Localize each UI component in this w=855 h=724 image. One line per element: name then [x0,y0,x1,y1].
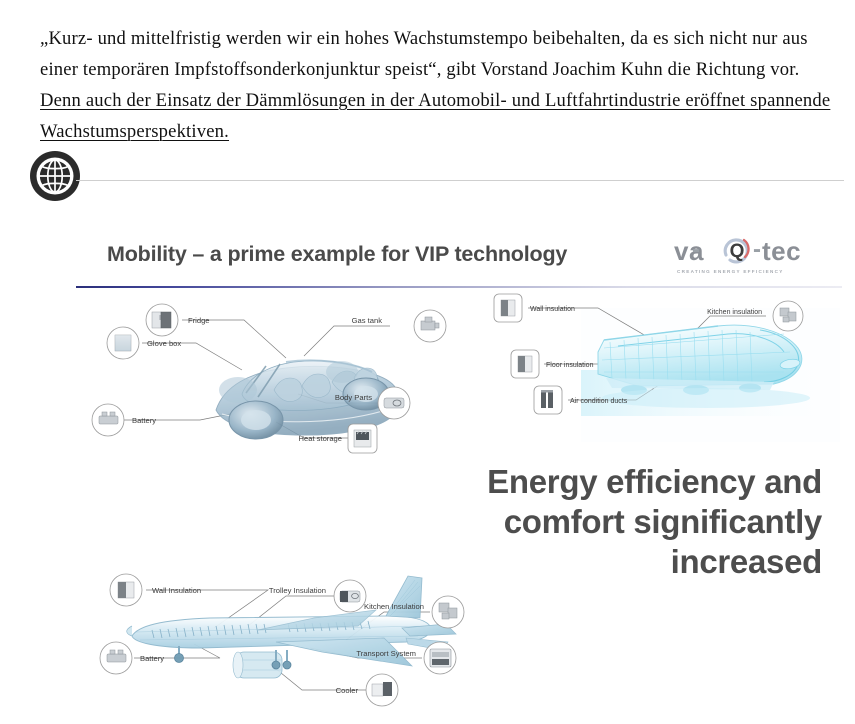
presentation-slide: Mobility – a prime example for VIP techn… [76,214,842,722]
diagram-car: Fridge Glove box Gas tank [90,298,480,458]
callout-glove-box: Glove box [106,326,181,360]
body-parts-icon [383,397,405,409]
headline-line-2: comfort significantly [503,503,823,540]
slide-accent-rule [76,286,842,288]
callout-kitchen-insulation: Kitchen Insulation [364,595,465,629]
callout-floor-insulation: Floor insulation [510,349,594,379]
callout-trolley-insulation: Trolley Insulation [269,579,367,613]
callout-label: Trolley Insulation [269,586,326,595]
logo-mark: va - Q - tec [674,236,816,268]
plane-engine [232,651,283,679]
slide-title: Mobility – a prime example for VIP techn… [107,242,568,266]
callout-label: Floor insulation [546,362,594,369]
wall-insulation-icon [500,299,516,317]
floor-insulation-icon [517,355,533,373]
logo-text-left: va [674,236,704,266]
transport-system-icon [429,648,452,668]
kitchen-insulation-icon [779,307,797,323]
meta-divider [76,180,844,181]
callout-transport-system: Transport System [356,641,457,675]
logo-tagline: CREATING ENERGY EFFICIENCY [677,269,784,274]
logo-q-letter: Q [730,241,745,262]
plane-tail-fin [385,575,423,619]
callout-label: Transport System [356,649,416,658]
callout-gas-tank: Gas tank [352,309,447,343]
logo-q-mark: Q [720,233,754,267]
diagram-train: Wall insulation Floor insulation [478,290,840,442]
callout-label: Battery [140,654,164,663]
callout-label: Heat storage [299,434,342,443]
callout-battery: Battery [99,641,164,675]
callout-label: Body Parts [335,393,372,402]
article-block: „Kurz- und mittelfristig werden wir ein … [40,4,835,165]
callout-label: Battery [132,416,156,425]
plane-landing-gear [174,646,292,670]
callout-label: Gas tank [352,316,383,325]
callout-wall-insulation: Wall insulation [493,293,575,323]
callout-label: Cooler [336,686,359,695]
callout-cooler: Cooler [336,673,399,707]
train-headlight [779,358,801,370]
battery-icon [106,649,127,663]
logo-dash-right: - [753,236,762,263]
callout-body-parts: Body Parts [335,386,411,420]
callout-label: Wall Insulation [152,586,201,595]
wall-insulation-icon [117,581,135,599]
paragraph-inline-link[interactable]: Denn auch der Einsatz der Dämmlösungen i… [40,89,831,142]
va-q-tec-logo: va - Q - tec CREATING ENERGY EFFICIENCY [674,236,816,282]
heat-storage-icon [353,429,372,448]
cooler-icon [371,682,392,697]
logo-dash-left: - [692,236,701,263]
paragraph-lead-text: „Kurz- und mittelfristig werden wir ein … [40,27,808,80]
fridge-icon [151,311,172,329]
callout-battery: Battery [91,403,156,437]
callout-air-condition-ducts: Air condition ducts [533,385,628,415]
kitchen-insulation-icon [438,602,458,620]
battery-icon [98,411,119,425]
callout-label: Kitchen Insulation [364,602,424,611]
slide-header: Mobility – a prime example for VIP techn… [76,214,842,288]
car-illustration [215,359,400,440]
callout-kitchen-insulation: Kitchen insulation [707,300,804,332]
callout-label: Air condition ducts [570,398,628,405]
globe-icon[interactable] [29,150,81,202]
headline-line-1: Energy efficiency and [487,463,822,500]
diagram-airplane: Wall Insulation Trolley Insulation [90,568,538,716]
callout-label: Wall insulation [530,306,575,313]
callout-heat-storage: Heat storage [299,423,378,454]
callout-fridge: Fridge [145,303,210,337]
air-duct-icon [541,390,553,408]
article-paragraph: „Kurz- und mittelfristig werden wir ein … [40,23,835,147]
slide-headline: Energy efficiency and comfort significan… [406,462,822,582]
gas-tank-icon [420,316,440,331]
meta-row [0,150,855,210]
trolley-icon [339,590,361,603]
train-illustration [597,324,810,408]
callout-label: Kitchen insulation [707,309,762,316]
callout-label: Fridge [188,316,210,325]
callout-label: Glove box [147,339,181,348]
callout-wall-insulation: Wall Insulation [109,573,201,607]
car-wheels [219,361,390,440]
logo-text-right: tec [762,236,802,266]
headline-line-3: increased [670,543,823,580]
train-window-grid [601,329,791,383]
